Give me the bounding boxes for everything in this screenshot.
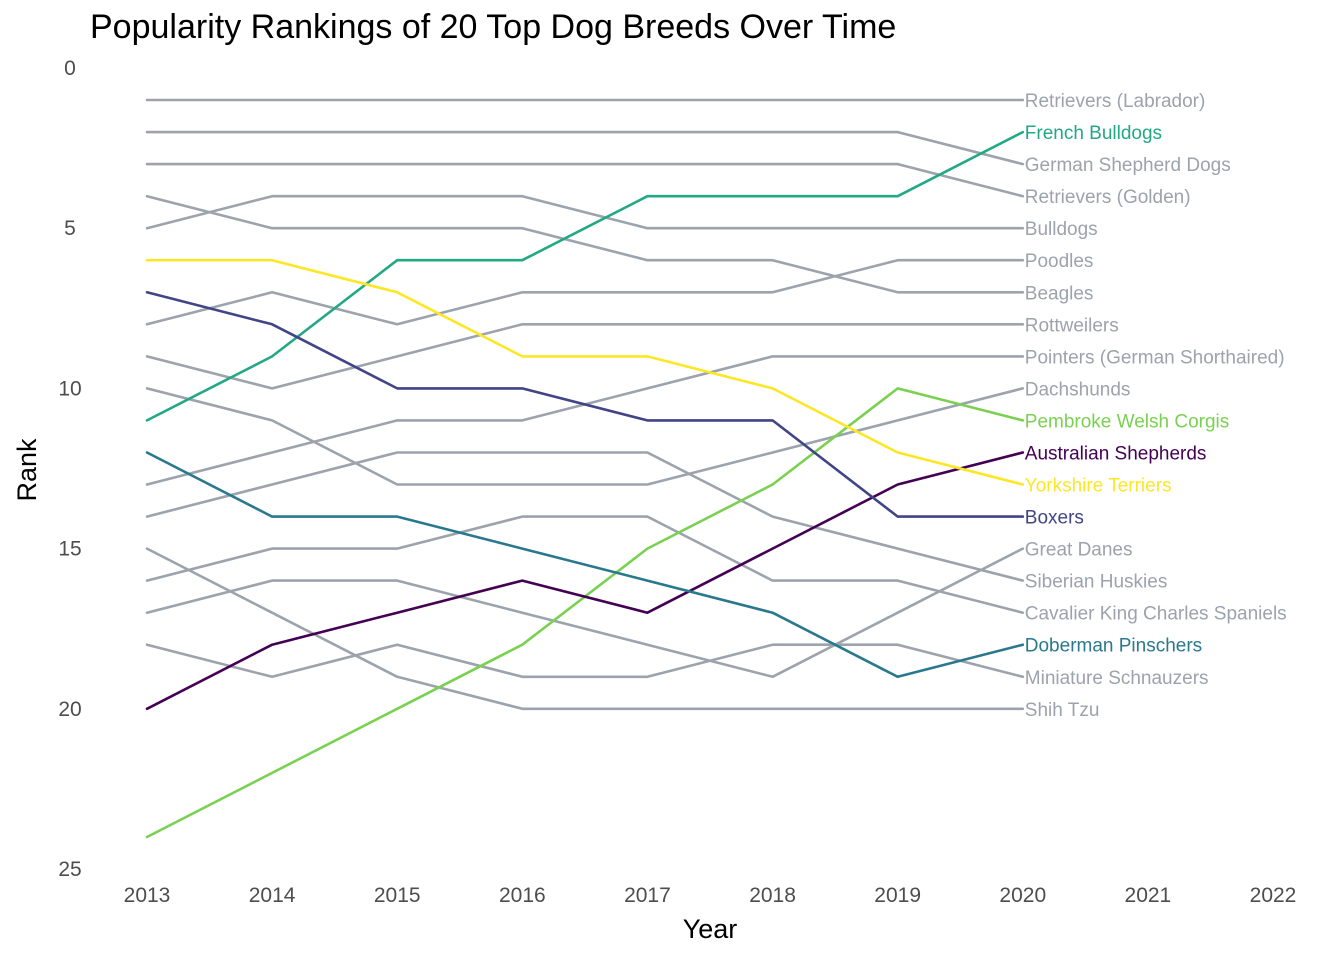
- series-line: [145, 258, 1025, 486]
- series-lines: [145, 98, 1025, 839]
- y-axis-title: Rank: [12, 438, 42, 502]
- y-tick-label: 10: [58, 377, 81, 400]
- series-line: [145, 322, 1025, 390]
- x-tick-label: 2019: [874, 884, 921, 907]
- series-line: [145, 547, 1025, 711]
- series-line: [145, 258, 1025, 326]
- series-line: [145, 290, 1025, 518]
- y-tick-label: 15: [58, 538, 81, 561]
- series-end-label: Poodles: [1025, 251, 1094, 272]
- series-line: [145, 451, 1025, 582]
- series-end-label: Dachshunds: [1025, 379, 1131, 400]
- series-end-label: Rottweilers: [1025, 315, 1119, 336]
- series-end-label: German Shepherd Dogs: [1025, 155, 1231, 176]
- y-tick-label: 20: [58, 698, 81, 721]
- series-end-label: French Bulldogs: [1025, 123, 1162, 144]
- series-end-label: Retrievers (Golden): [1025, 187, 1191, 208]
- series-end-label: Cavalier King Charles Spaniels: [1025, 604, 1287, 625]
- series-end-label: Australian Shepherds: [1025, 443, 1207, 464]
- y-axis: 0 5 10 15 20 25: [58, 57, 81, 881]
- x-axis-title: Year: [683, 914, 738, 944]
- series-line: [145, 194, 1025, 294]
- series-end-label: Boxers: [1025, 508, 1084, 529]
- series-line: [145, 387, 1025, 486]
- series-line: [145, 547, 1025, 679]
- series-line: [145, 162, 1025, 198]
- series-line: [145, 194, 1025, 230]
- series-end-label: Pointers (German Shorthaired): [1025, 347, 1285, 368]
- series-line: [145, 355, 1025, 486]
- series-line: [145, 451, 1025, 679]
- x-tick-label: 2014: [249, 884, 296, 907]
- series-end-label: Retrievers (Labrador): [1025, 91, 1206, 112]
- y-tick-label: 5: [64, 217, 76, 240]
- series-end-label: Shih Tzu: [1025, 700, 1100, 721]
- series-labels: Retrievers (Labrador) French Bulldogs Germ…: [1025, 91, 1287, 721]
- chart-title: Popularity Rankings of 20 Top Dog Breeds…: [90, 8, 897, 46]
- y-tick-label: 0: [64, 57, 76, 80]
- x-tick-label: 2017: [624, 884, 671, 907]
- x-tick-label: 2022: [1250, 884, 1297, 907]
- x-tick-label: 2021: [1125, 884, 1172, 907]
- series-line: [145, 451, 1025, 711]
- series-end-label: Miniature Schnauzers: [1025, 668, 1209, 689]
- series-line: [145, 643, 1025, 679]
- x-tick-label: 2016: [499, 884, 546, 907]
- series-line: [145, 387, 1025, 839]
- series-line: [145, 515, 1025, 615]
- x-axis: 2013 2014 2015 2016 2017 2018 2019 2020 2021 2022: [124, 884, 1297, 907]
- series-end-label: Siberian Huskies: [1025, 572, 1168, 593]
- series-end-label: Doberman Pinschers: [1025, 636, 1202, 657]
- series-end-label: Bulldogs: [1025, 219, 1098, 240]
- x-tick-label: 2013: [124, 884, 171, 907]
- series-line: [145, 130, 1025, 166]
- series-line: [145, 130, 1025, 422]
- y-tick-label: 25: [58, 858, 81, 881]
- x-tick-label: 2020: [999, 884, 1046, 907]
- series-end-label: Beagles: [1025, 283, 1094, 304]
- x-tick-label: 2018: [749, 884, 796, 907]
- series-end-label: Yorkshire Terriers: [1025, 476, 1172, 497]
- x-tick-label: 2015: [374, 884, 421, 907]
- series-end-label: Great Danes: [1025, 540, 1133, 561]
- series-end-label: Pembroke Welsh Corgis: [1025, 411, 1230, 432]
